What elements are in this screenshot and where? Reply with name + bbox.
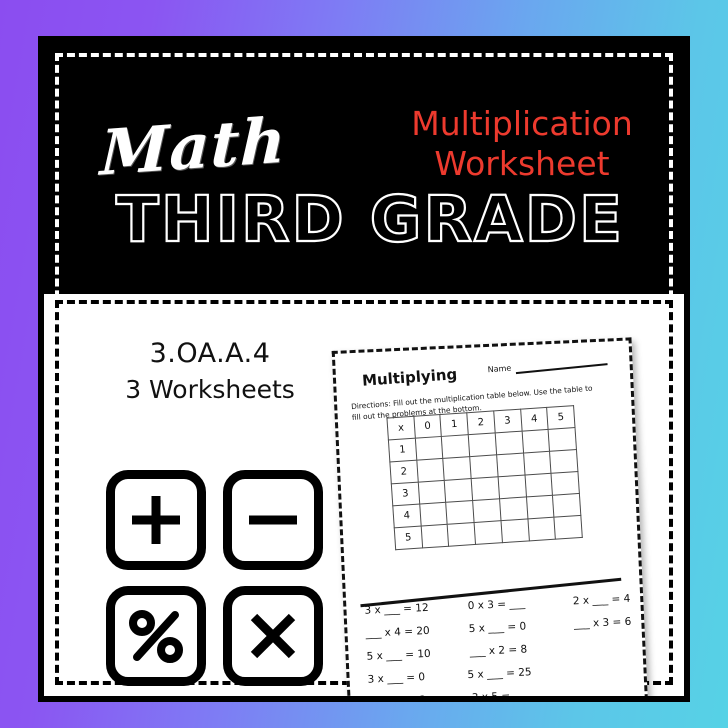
table-row-label: 1 <box>388 438 417 462</box>
worksheet-problem: ___ x 2 = 8 <box>469 643 528 659</box>
table-cell <box>441 434 470 459</box>
table-cell <box>447 522 476 547</box>
worksheet-problem: 5 x ___ = 0 <box>468 620 527 636</box>
table-cell <box>416 458 445 483</box>
worksheet-problem: 3 x ___ = 0 <box>367 671 426 686</box>
table-cell <box>443 456 472 481</box>
worksheet-problem: 5 x ___ = 10 <box>366 647 431 663</box>
table-header-cell: 5 <box>546 405 575 430</box>
worksheet-problem: ___ x 3 = 6 <box>573 615 632 631</box>
table-cell <box>499 496 528 521</box>
table-cell <box>420 524 449 548</box>
table-header-cell: 2 <box>466 410 495 435</box>
table-cell <box>521 429 550 454</box>
worksheet-problem: 0 x 3 = ___ <box>467 597 526 613</box>
standard-code: 3.OA.A.4 <box>149 338 271 369</box>
operator-icon-grid <box>106 470 324 686</box>
table-cell <box>474 520 503 545</box>
table-cell <box>471 476 500 501</box>
worksheet-problem: 3 x 5 = ___ <box>455 689 546 696</box>
poster-card: Math THIRD GRADE Multiplication Workshee… <box>38 36 690 702</box>
table-cell <box>500 518 529 543</box>
lower-panel: 3.OA.A.4 3 Worksheets <box>44 294 684 696</box>
hero-panel: Math THIRD GRADE Multiplication Workshee… <box>44 42 684 294</box>
table-cell <box>415 436 444 461</box>
worksheet-preview[interactable]: Multiplying Name Directions: Fill out th… <box>331 337 649 696</box>
worksheet-problem <box>545 662 636 678</box>
table-row-label: 5 <box>394 526 423 550</box>
table-cell <box>444 478 473 503</box>
table-cell <box>549 449 578 474</box>
table-cell <box>497 475 527 499</box>
multiply-icon <box>223 586 323 686</box>
worksheet-name-line <box>515 363 608 375</box>
table-row-label: 4 <box>392 504 421 528</box>
worksheet-problem <box>546 685 637 696</box>
minus-icon <box>223 470 323 570</box>
worksheet-count: 3 Worksheets <box>125 375 295 404</box>
worksheet-name-label: Name <box>487 363 512 375</box>
plus-icon <box>106 470 206 570</box>
table-cell <box>526 495 555 519</box>
table-header-cell: 4 <box>520 407 549 432</box>
table-header-cell: x <box>386 416 416 440</box>
table-cell <box>523 451 552 476</box>
worksheet-problem-list: 3 x ___ = 12 0 x 3 = ___ 2 x ___ = 4 ___ x … <box>360 593 636 696</box>
hero-subtitle: Multiplication Worksheet <box>386 104 658 185</box>
table-cell <box>551 471 580 496</box>
table-cell <box>446 500 475 525</box>
worksheet-problem: ___ x 1 = 2 <box>364 693 455 696</box>
table-cell <box>494 431 524 455</box>
hero-subtitle-line-1: Multiplication <box>411 104 633 143</box>
standard-block: 3.OA.A.4 3 Worksheets <box>80 338 340 404</box>
worksheet-problem <box>543 639 634 655</box>
table-header-cell: 1 <box>440 412 469 437</box>
percent-icon <box>106 586 206 686</box>
table-cell <box>419 502 448 527</box>
worksheet-page: Multiplying Name Directions: Fill out th… <box>331 337 649 696</box>
worksheet-problem: ___ x 4 = 20 <box>365 624 430 640</box>
table-cell <box>552 493 581 518</box>
table-cell <box>496 453 525 477</box>
hero-subtitle-line-2: Worksheet <box>434 144 610 184</box>
worksheet-problem: 2 x ___ = 4 <box>572 592 631 608</box>
worksheet-problem: 5 x ___ = 25 <box>467 666 532 682</box>
table-cell <box>554 515 583 540</box>
table-cell <box>469 454 498 479</box>
table-cell <box>527 517 556 541</box>
table-cell <box>524 473 553 497</box>
table-cell <box>417 480 447 505</box>
table-header-cell: 0 <box>413 414 442 439</box>
hero-dashed-border <box>55 53 673 294</box>
table-cell <box>472 498 501 523</box>
table-header-cell: 3 <box>493 409 522 433</box>
hero-outline-title: THIRD GRADE <box>115 183 625 256</box>
table-cell <box>468 432 497 457</box>
table-row-label: 3 <box>391 482 420 506</box>
table-row-label: 2 <box>389 460 418 484</box>
table-cell <box>548 427 577 452</box>
worksheet-title: Multiplying <box>361 365 458 390</box>
hero-script-title: Math <box>98 103 288 190</box>
